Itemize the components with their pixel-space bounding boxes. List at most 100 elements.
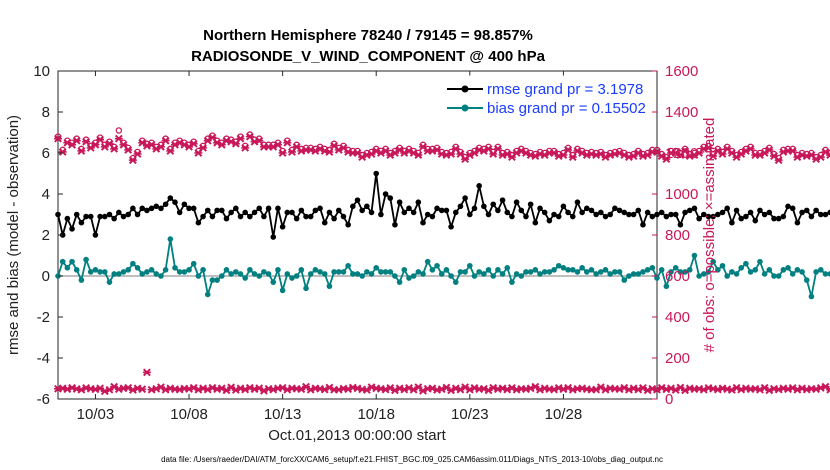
bias-point [481,271,487,277]
bias-point [588,267,595,273]
obs-assimilated-point [662,155,671,164]
bias-point [607,271,614,277]
rmse-point [448,224,454,230]
bias-point [616,269,623,275]
chart-title-line2: RADIOSONDE_V_WIND_COMPONENT @ 400 hPa [191,48,546,65]
x-tick-label: 10/13 [264,406,302,423]
rmse-point [677,221,684,228]
bias-point [775,273,782,279]
bias-point [298,267,305,273]
rmse-point [251,209,258,216]
y-tick-label-right: 1000 [665,186,698,203]
bias-point [658,267,665,273]
rmse-point [579,209,585,216]
rmse-point [743,213,749,220]
bias-point [499,271,506,277]
rmse-point [621,209,628,216]
bias-point [284,271,291,277]
rmse-point [331,215,337,222]
rmse-point [555,213,562,220]
bias-point [293,273,300,279]
rmse-point [803,207,810,214]
bias-point [359,273,365,279]
bias-point [541,269,548,275]
rmse-point [181,201,188,208]
y-tick-label-right: 1200 [665,145,698,162]
bias-point [438,271,445,277]
bias-point [560,265,567,271]
bias-point [462,269,468,275]
rmse-point [64,215,71,222]
bias-point [270,279,277,285]
rmse-point [546,217,553,224]
rmse-point [340,213,347,220]
legend-rmse-marker [461,85,469,93]
rmse-point [574,199,581,205]
bias-point [485,267,492,273]
bias-point [579,265,585,271]
bias-point [401,267,408,273]
bias-point [120,269,127,275]
rmse-point [593,211,599,218]
bias-point [354,271,361,277]
bias-point [181,269,188,275]
bias-point [691,252,698,259]
bias-point [186,267,192,273]
obs-assimilated-point [156,142,165,151]
rmse-point [186,205,192,212]
bias-point [228,271,234,277]
bias-point [251,271,258,277]
rmse-point [630,211,637,218]
x-tick-label: 10/23 [451,406,489,423]
bias-point [752,267,759,273]
rmse-point [672,211,679,218]
bias-point [125,267,131,273]
x-tick-label: 10/18 [357,406,395,423]
bias-point [757,258,763,265]
rmse-point [401,209,408,216]
rmse-point [406,205,412,212]
y-axis-label-right: # of obs: o=possible; ×=assimilated [701,118,718,353]
bias-point [111,271,117,277]
obs-assimilated-point [54,134,62,143]
rmse-point [527,201,534,208]
rmse-point [111,215,117,222]
rmse-point [382,191,389,197]
x-tick-label: 10/08 [170,406,208,423]
obs-assimilated-point [96,135,105,144]
rmse-point [626,211,632,218]
rmse-point [682,209,688,216]
rmse-point [307,213,314,220]
bias-point [223,267,230,273]
obs-assimilated-point [133,150,142,158]
bias-point [700,271,707,277]
rmse-point [551,211,557,218]
y-tick-label-left: -6 [37,391,50,408]
obs-lower-point [142,368,151,377]
rmse-point [747,209,754,216]
rmse-point [602,213,609,220]
bias-point [144,269,150,275]
bias-point [602,267,609,273]
footnote: data file: /Users/raeder/DAI/ATM_forcXX/… [161,455,663,464]
rmse-point [396,199,403,205]
rmse-point [822,211,829,218]
bias-point [813,269,819,275]
rmse-point [373,170,380,177]
bias-point [148,267,155,273]
rmse-point [209,213,216,220]
legend-bias-label: bias grand pr = 0.15502 [487,100,646,117]
bias-point [626,273,632,279]
bias-point [569,267,576,273]
bias-point [490,273,497,279]
rmse-point [97,213,103,220]
rmse-point [387,195,394,201]
rmse-point [162,201,169,208]
obs-assimilated-point [77,147,86,155]
legend-box [442,75,649,119]
bias-point [64,265,71,271]
bias-point [233,269,239,275]
bias-point [747,269,754,275]
y-tick-label-left: 0 [42,268,50,285]
